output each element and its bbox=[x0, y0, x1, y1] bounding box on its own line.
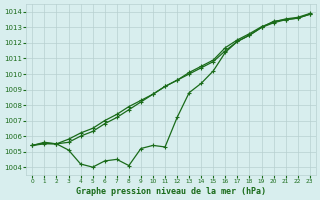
X-axis label: Graphe pression niveau de la mer (hPa): Graphe pression niveau de la mer (hPa) bbox=[76, 187, 266, 196]
